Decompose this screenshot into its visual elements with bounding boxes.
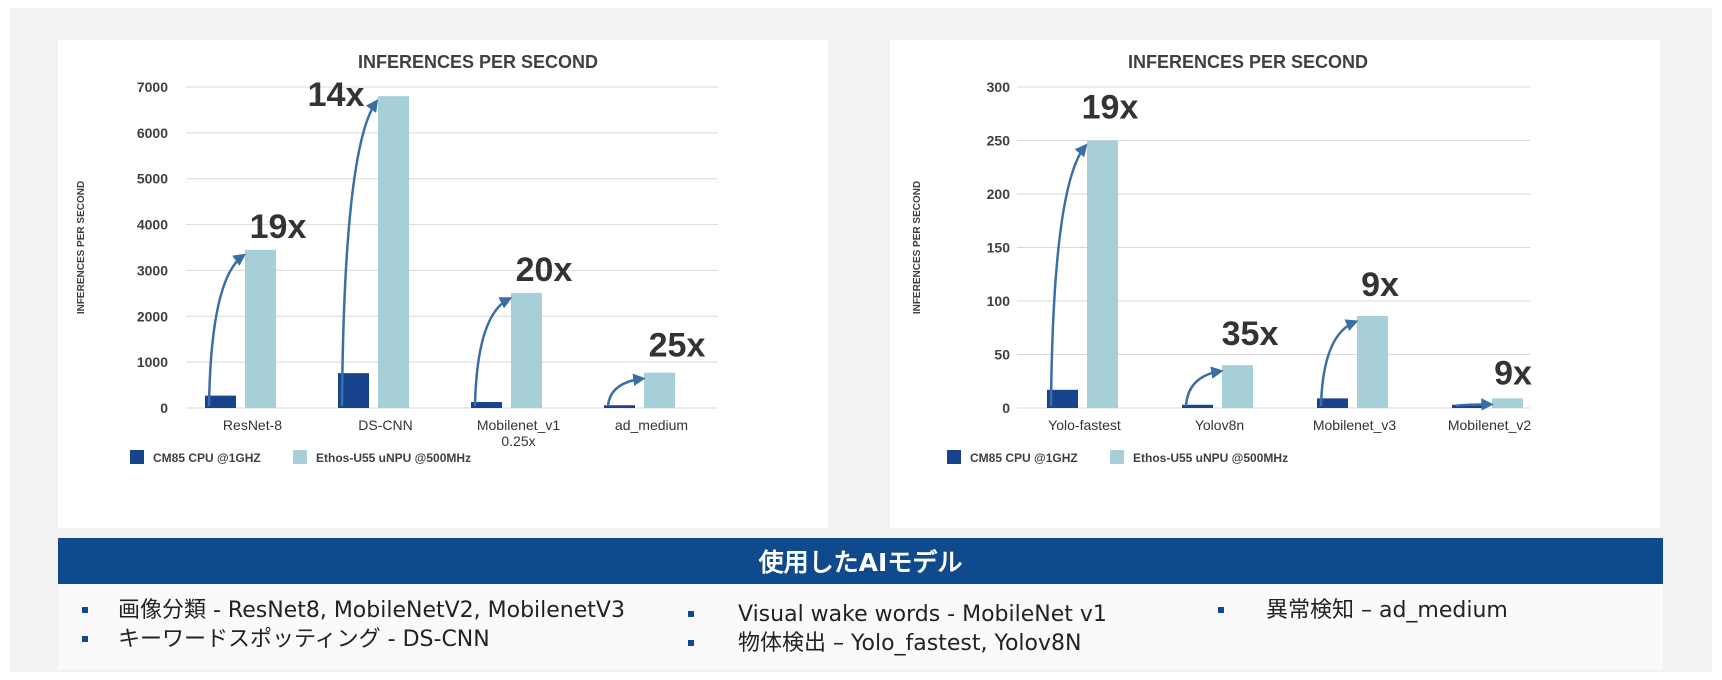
bar-npu — [1357, 315, 1388, 408]
chart-left: INFERENCES PER SECOND INFERENCES PER SECO… — [76, 52, 718, 465]
bar-npu — [245, 249, 276, 408]
x-tick-label: DS-CNN — [358, 417, 412, 433]
models-banner: 使用したAIモデル — [58, 538, 1663, 584]
y-tick-label: 2000 — [137, 308, 168, 324]
bar-npu — [1492, 398, 1523, 408]
chart-panel-right: INFERENCES PER SECOND INFERENCES PER SECO… — [890, 40, 1660, 528]
bar-cpu — [1452, 404, 1483, 408]
y-tick-label: 7000 — [137, 79, 168, 95]
bar-npu — [644, 372, 675, 408]
legend-swatch-cpu — [130, 450, 144, 464]
speedup-arrow — [606, 373, 646, 407]
legend-swatch-cpu — [947, 450, 961, 464]
y-tick-label: 50 — [994, 347, 1010, 363]
bar-npu — [511, 292, 542, 408]
speedup-arrow — [207, 253, 247, 407]
list-item: Visual wake words - MobileNet v1 — [688, 600, 1107, 629]
bullet-icon — [82, 607, 88, 613]
x-tick-label: 0.25x — [501, 433, 535, 449]
y-tick-label: 5000 — [137, 171, 168, 187]
x-tick-label: ResNet-8 — [223, 417, 282, 433]
speedup-arrow — [1049, 143, 1088, 407]
bar-cpu — [1317, 398, 1348, 408]
y-tick-label: 0 — [160, 400, 168, 416]
bar-npu — [378, 96, 409, 408]
x-tick-label: Mobilenet_v3 — [1313, 417, 1396, 433]
speedup-label: 19x — [1082, 89, 1139, 127]
speedup-arrow — [473, 297, 513, 407]
legend-swatch-npu — [1110, 450, 1124, 464]
x-tick-label: Mobilenet_v2 — [1448, 417, 1531, 433]
speedup-arrow — [1319, 319, 1359, 407]
bar-cpu — [1047, 389, 1078, 408]
slide-background: INFERENCES PER SECOND INFERENCES PER SECO… — [10, 8, 1712, 672]
legend-swatch-npu — [293, 450, 307, 464]
y-tick-label: 0 — [1002, 400, 1010, 416]
list-item: 異常検知 – ad_medium — [1218, 596, 1508, 625]
y-tick-label: 100 — [987, 293, 1011, 309]
y-tick-label: 3000 — [137, 262, 168, 278]
chart-title: INFERENCES PER SECOND — [358, 52, 598, 72]
model-column-1: 画像分類 - ResNet8, MobileNetV2, MobilenetV3… — [58, 596, 625, 654]
speedup-label: 14x — [308, 76, 365, 114]
x-tick-label: Yolov8n — [1195, 417, 1244, 433]
speedup-label: 35x — [1222, 315, 1279, 353]
chart-title: INFERENCES PER SECOND — [1128, 52, 1368, 72]
y-axis-label: INFERENCES PER SECOND — [912, 181, 923, 314]
list-item: 物体検出 – Yolo_fastest, Yolov8N — [688, 629, 1107, 658]
chart-right: INFERENCES PER SECOND INFERENCES PER SECO… — [912, 52, 1532, 465]
speedup-arrow — [1184, 366, 1224, 407]
y-tick-label: 4000 — [137, 217, 168, 233]
model-column-3: 異常検知 – ad_medium — [1218, 596, 1508, 625]
legend-label-cpu: CM85 CPU @1GHZ — [153, 451, 261, 465]
bar-cpu — [604, 405, 635, 408]
x-tick-label: Yolo-fastest — [1048, 417, 1121, 433]
x-tick-label: ad_medium — [615, 417, 688, 433]
speedup-label: 9x — [1361, 266, 1399, 304]
x-tick-label: Mobilenet_v1 — [477, 417, 560, 433]
legend-label-cpu: CM85 CPU @1GHZ — [970, 451, 1078, 465]
speedup-label: 20x — [516, 251, 573, 289]
y-tick-label: 300 — [987, 79, 1011, 95]
bar-cpu — [205, 395, 236, 408]
bar-cpu — [1182, 404, 1213, 408]
model-column-2: Visual wake words - MobileNet v1 物体検出 – … — [688, 600, 1107, 658]
banner-title: 使用したAIモデル — [758, 548, 963, 577]
bullet-icon — [688, 640, 694, 646]
list-item: 画像分類 - ResNet8, MobileNetV2, MobilenetV3 — [58, 596, 625, 625]
y-tick-label: 200 — [987, 186, 1011, 202]
y-axis-label: INFERENCES PER SECOND — [76, 181, 87, 314]
speedup-label: 9x — [1494, 354, 1532, 392]
bar-npu — [1222, 365, 1253, 408]
speedup-label: 19x — [250, 208, 307, 246]
bullet-icon — [82, 636, 88, 642]
y-tick-label: 150 — [987, 240, 1011, 256]
speedup-arrow — [340, 99, 379, 407]
speedup-label: 25x — [649, 327, 706, 365]
y-tick-label: 1000 — [137, 354, 168, 370]
bullet-icon — [1218, 607, 1224, 613]
bullet-icon — [688, 611, 694, 617]
bar-npu — [1087, 140, 1118, 408]
legend-label-npu: Ethos-U55 uNPU @500MHz — [1133, 451, 1288, 465]
y-tick-label: 250 — [987, 133, 1011, 149]
y-tick-label: 6000 — [137, 125, 168, 141]
legend-label-npu: Ethos-U55 uNPU @500MHz — [316, 451, 471, 465]
bar-cpu — [471, 402, 502, 408]
model-list: 画像分類 - ResNet8, MobileNetV2, MobilenetV3… — [58, 584, 1663, 670]
speedup-arrow — [1455, 398, 1494, 411]
list-item: キーワードスポッティング - DS-CNN — [58, 625, 625, 654]
chart-panel-left: INFERENCES PER SECOND INFERENCES PER SECO… — [58, 40, 828, 528]
